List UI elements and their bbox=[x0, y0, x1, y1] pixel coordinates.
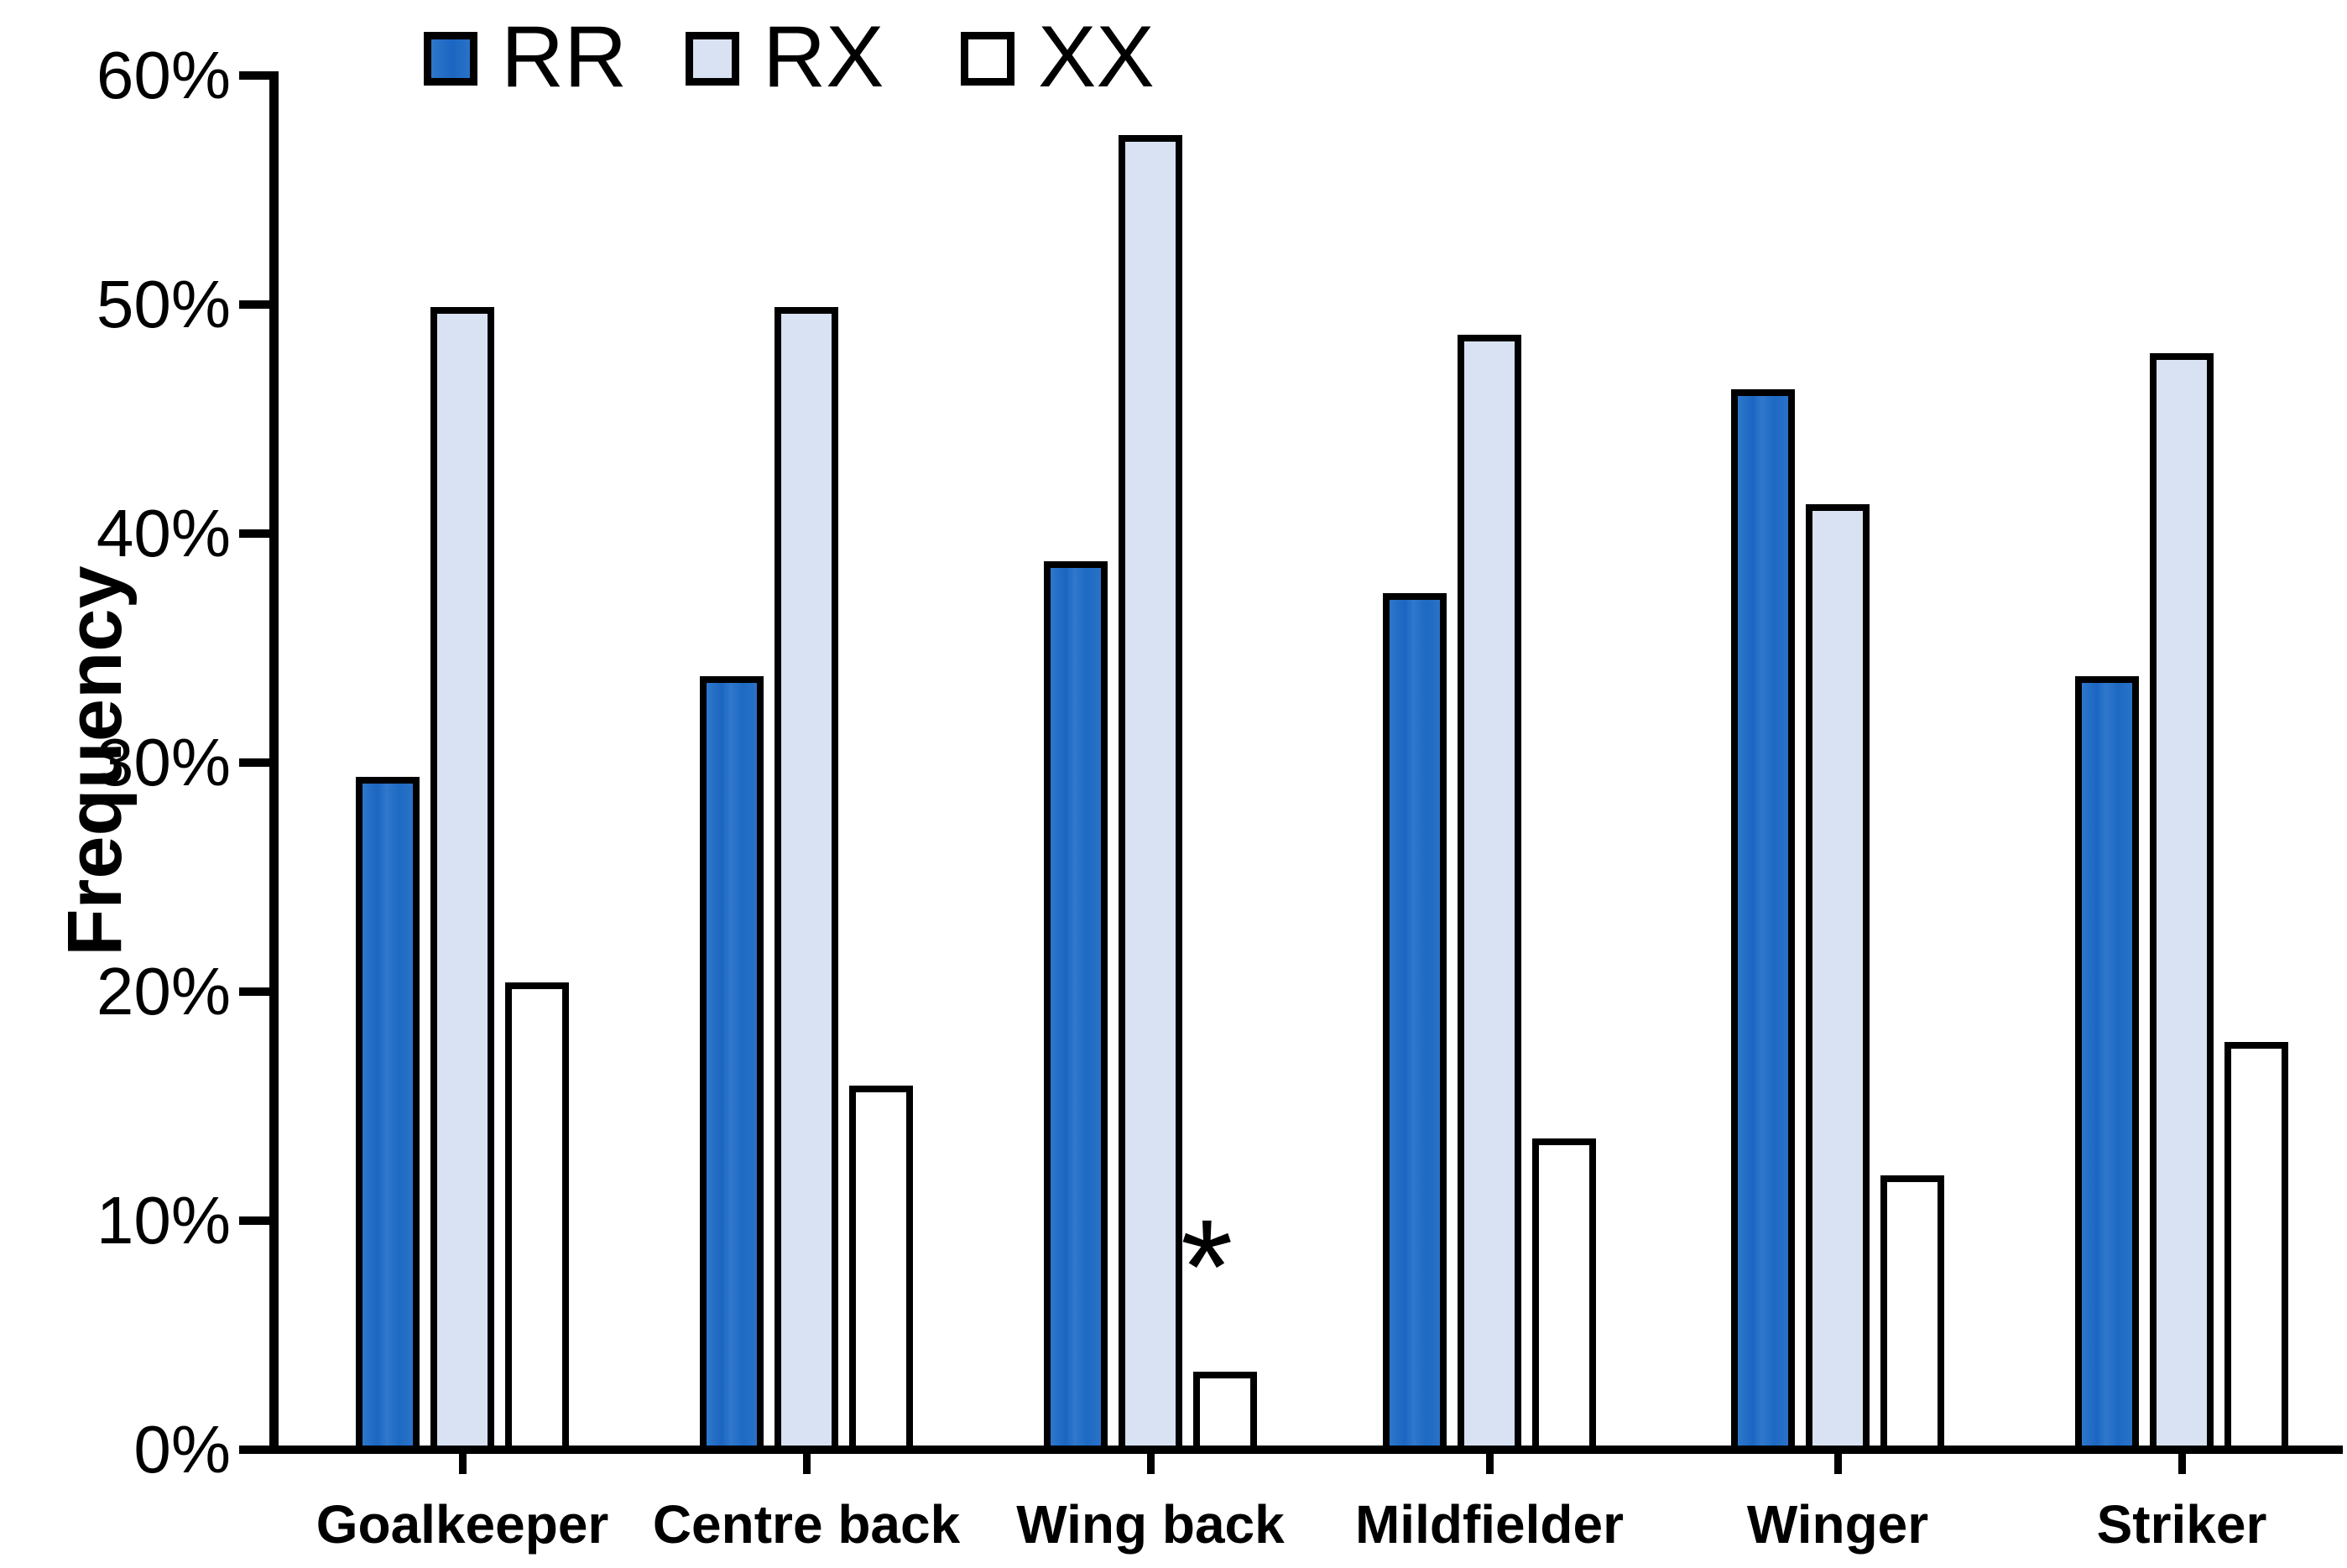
y-tick-label: 60% bbox=[96, 38, 231, 112]
category-label: Centre back bbox=[652, 1494, 961, 1555]
y-tick-label: 50% bbox=[96, 267, 231, 341]
y-axis-line bbox=[269, 71, 279, 1454]
y-tick-mark bbox=[239, 758, 269, 767]
bar-rr-centre-back bbox=[700, 676, 764, 1452]
bar-rx-wing-back bbox=[1119, 135, 1182, 1452]
category-label: Striker bbox=[2096, 1494, 2267, 1555]
bar-rr-winger bbox=[1731, 389, 1795, 1452]
x-axis-line bbox=[269, 1446, 2343, 1454]
bar-rr-goalkeeper bbox=[356, 777, 420, 1452]
legend-swatch-rr bbox=[424, 32, 477, 86]
bar-rx-mildfielder bbox=[1458, 335, 1521, 1452]
category-label: Wing back bbox=[1016, 1494, 1285, 1555]
legend-swatch-rx bbox=[686, 32, 739, 86]
y-tick-label: 0% bbox=[133, 1412, 231, 1487]
legend-label-rr: RR bbox=[501, 8, 628, 106]
category-label: Goalkeeper bbox=[316, 1494, 609, 1555]
bar-rx-winger bbox=[1806, 504, 1870, 1452]
y-tick-mark bbox=[239, 1216, 269, 1225]
bar-rx-goalkeeper bbox=[430, 307, 494, 1452]
y-tick-mark bbox=[239, 1446, 269, 1454]
legend-label-rx: RX bbox=[763, 8, 884, 106]
significance-asterisk: * bbox=[1181, 1191, 1233, 1341]
y-tick-mark bbox=[239, 529, 269, 538]
bar-rr-striker bbox=[2075, 676, 2139, 1452]
y-tick-label: 20% bbox=[96, 954, 231, 1029]
bar-xx-goalkeeper bbox=[505, 982, 569, 1452]
y-tick-label: 10% bbox=[96, 1183, 231, 1258]
bar-xx-wing-back bbox=[1193, 1372, 1257, 1452]
x-tick-mark bbox=[459, 1454, 467, 1474]
y-tick-mark bbox=[239, 300, 269, 309]
x-tick-mark bbox=[1486, 1454, 1494, 1474]
legend-label-xx: XX bbox=[1038, 8, 1155, 106]
bar-rr-wing-back bbox=[1044, 561, 1108, 1452]
bar-rr-mildfielder bbox=[1383, 593, 1447, 1452]
x-tick-mark bbox=[1147, 1454, 1155, 1474]
bar-rx-centre-back bbox=[775, 307, 838, 1452]
bar-rx-striker bbox=[2150, 353, 2214, 1452]
x-tick-mark bbox=[2178, 1454, 2186, 1474]
bar-xx-mildfielder bbox=[1532, 1138, 1596, 1452]
category-label: Winger bbox=[1746, 1494, 1929, 1555]
bar-xx-winger bbox=[1880, 1175, 1944, 1452]
bar-xx-striker bbox=[2224, 1042, 2288, 1452]
y-tick-mark bbox=[239, 987, 269, 996]
x-tick-mark bbox=[803, 1454, 811, 1474]
bar-xx-centre-back bbox=[849, 1086, 913, 1452]
y-tick-mark bbox=[239, 71, 269, 80]
y-tick-label: 30% bbox=[96, 725, 231, 800]
category-label: Mildfielder bbox=[1354, 1494, 1625, 1555]
x-tick-mark bbox=[1834, 1454, 1842, 1474]
legend-swatch-xx bbox=[961, 32, 1014, 86]
y-tick-label: 40% bbox=[96, 496, 231, 570]
